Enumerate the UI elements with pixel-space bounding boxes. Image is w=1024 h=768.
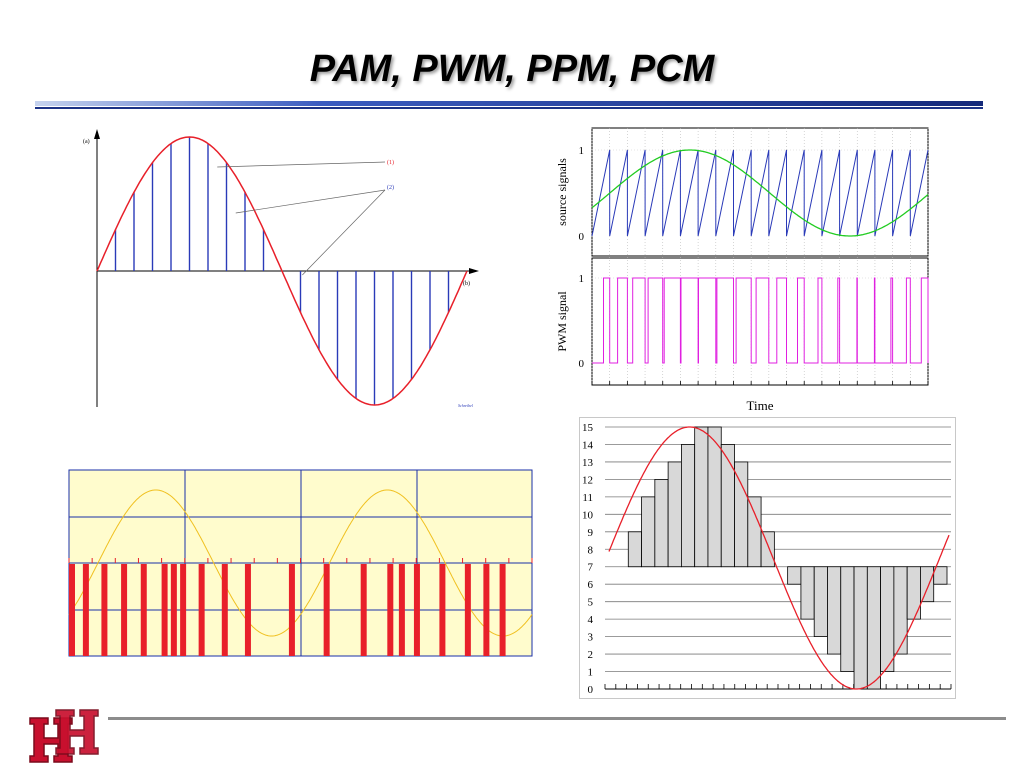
y-axis-arrow [94, 129, 100, 139]
ppm-pulse [499, 564, 506, 656]
pcm-step [880, 566, 895, 672]
ppm-pulse [360, 564, 367, 656]
pcm-y-label: 4 [588, 614, 594, 626]
pcm-y-label: 9 [588, 527, 594, 539]
sawtooth-line [591, 149, 929, 237]
pcm-y-label: 2 [588, 649, 594, 661]
ppm-pulse [198, 564, 205, 656]
pcm-step [734, 461, 749, 568]
university-logo-icon [29, 709, 99, 763]
pcm-y-label: 0 [588, 684, 594, 696]
ppm-pulse [439, 564, 446, 656]
ppm-pulse [288, 564, 295, 656]
ppm-pulse [170, 564, 177, 656]
pcm-step [707, 426, 722, 568]
source-sine-line [591, 149, 929, 237]
pwm-chart: 0 1 0 1 source signals PWM signal Time [555, 127, 929, 413]
pcm-signal-line [608, 426, 950, 690]
pcm-step [720, 444, 735, 568]
ppm-pulse [140, 564, 147, 656]
ppm-chart [68, 469, 533, 657]
pcm-y-label: 1 [588, 667, 594, 679]
callout-line-2a [235, 189, 386, 214]
pcm-step [906, 566, 921, 620]
ppm-pulse [413, 564, 420, 656]
pwm-output-frame [591, 257, 929, 386]
pcm-step [853, 566, 868, 690]
source-signals-label: source signals [555, 158, 569, 226]
ppm-pulse [387, 564, 394, 656]
label-b: (b) [463, 280, 470, 287]
callout-line-1 [217, 161, 386, 168]
pcm-step [787, 566, 802, 585]
callout-line-2b [302, 189, 386, 276]
pcm-y-label: 7 [588, 562, 594, 574]
ppm-pulse [82, 564, 89, 656]
pcm-step [667, 461, 682, 568]
y-tick-label: 0 [579, 231, 585, 243]
pcm-y-label: 5 [588, 597, 594, 609]
pam-chart: (a) (b) (1) (2) Schreibel [83, 129, 479, 408]
pcm-step [681, 444, 696, 568]
pcm-step [893, 566, 908, 655]
ppm-pulse [121, 564, 128, 656]
pwm-signal-line [592, 277, 929, 364]
ppm-pulse [323, 564, 330, 656]
pcm-step [813, 566, 828, 638]
pcm-y-label: 14 [582, 439, 594, 451]
ppm-pulse [101, 564, 108, 656]
pcm-step [694, 426, 709, 568]
pcm-y-label: 12 [582, 474, 593, 486]
time-label: Time [747, 398, 774, 413]
ppm-sine-line [68, 489, 533, 637]
pcm-step [920, 566, 935, 603]
ppm-pulse [180, 564, 187, 656]
ppm-pulse [398, 564, 405, 656]
slide-title: PAM, PWM, PPM, PCM [309, 48, 715, 90]
title-divider [35, 101, 983, 109]
pcm-step [654, 479, 669, 568]
pcm-step [933, 566, 948, 585]
pcm-step [800, 566, 815, 620]
pcm-y-label: 3 [588, 632, 594, 644]
pcm-y-label: 15 [582, 422, 594, 434]
pwm-signal-label: PWM signal [555, 291, 569, 352]
pcm-step [747, 496, 762, 568]
y-tick-label: 1 [579, 145, 585, 157]
pcm-y-label: 11 [582, 492, 593, 504]
label-a: (a) [83, 138, 90, 145]
ppm-pulse [221, 564, 228, 656]
credit-label: Schreibel [458, 403, 474, 408]
pcm-y-label: 10 [582, 509, 594, 521]
callout-2: (2) [387, 184, 394, 191]
pcm-step [827, 566, 842, 655]
footer-divider [108, 717, 1006, 720]
x-axis-arrow [469, 268, 479, 274]
pcm-y-label: 8 [588, 544, 594, 556]
pcm-y-label: 6 [588, 579, 594, 591]
pcm-step [627, 531, 642, 568]
pcm-step [866, 566, 882, 690]
pcm-step [641, 496, 656, 568]
y-tick-label: 1 [579, 273, 585, 285]
y-tick-label: 0 [579, 358, 585, 370]
ppm-pulse [161, 564, 168, 656]
pcm-step [760, 531, 775, 568]
ppm-pulse [464, 564, 471, 656]
callout-1: (1) [387, 159, 394, 166]
pam-signal-line [96, 136, 468, 406]
pcm-step [840, 566, 855, 672]
ppm-pulse [483, 564, 490, 656]
pcm-y-label: 13 [582, 457, 594, 469]
ppm-pulse [244, 564, 251, 656]
ppm-pulse [69, 564, 75, 656]
